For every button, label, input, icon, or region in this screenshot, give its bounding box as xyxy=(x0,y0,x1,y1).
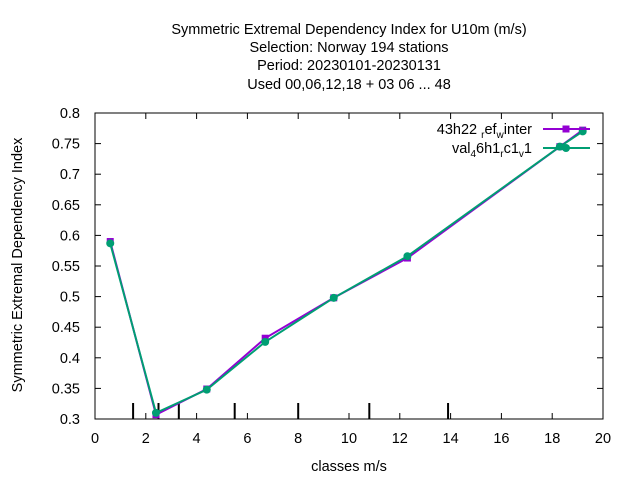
legend-marker xyxy=(562,125,570,133)
x-tick-label: 2 xyxy=(142,431,150,447)
series-lines xyxy=(106,126,587,419)
legend-label: 43h22 refwinter xyxy=(437,122,532,141)
x-tick-labels: 0 2 4 6 8 10 12 14 16 18 20 xyxy=(91,431,611,447)
axis-ticks xyxy=(94,112,604,420)
data-point xyxy=(151,408,160,417)
y-tick-label: 0.7 xyxy=(60,167,80,183)
data-point xyxy=(403,252,412,261)
y-tick-label: 0.4 xyxy=(60,351,80,367)
x-tick-label: 14 xyxy=(443,431,459,447)
x-tick-label: 6 xyxy=(243,431,251,447)
legend-entry: val46h1rc1v1 xyxy=(452,141,590,160)
data-point xyxy=(329,293,338,302)
x-tick-label: 10 xyxy=(341,431,357,447)
x-tick-label: 4 xyxy=(193,431,201,447)
title-line-1: Symmetric Extremal Dependency Index for … xyxy=(171,22,526,38)
y-tick-label: 0.45 xyxy=(52,320,80,336)
plot-frame xyxy=(94,112,604,420)
x-tick-label: 16 xyxy=(493,431,509,447)
y-tick-label: 0.8 xyxy=(60,106,80,122)
legend-entry: 43h22 refwinter xyxy=(437,122,590,141)
legend-label: val46h1rc1v1 xyxy=(452,141,532,160)
title-line-4: Used 00,06,12,18 + 03 06 ... 48 xyxy=(247,77,451,93)
x-tick-label: 0 xyxy=(91,431,99,447)
y-tick-label: 0.3 xyxy=(60,412,80,428)
class-boundary-ticks xyxy=(132,403,450,419)
x-tick-label: 12 xyxy=(392,431,408,447)
data-point xyxy=(202,385,211,394)
y-tick-label: 0.55 xyxy=(52,259,80,275)
y-tick-label: 0.5 xyxy=(60,290,80,306)
title-line-3: Period: 20230101-20230131 xyxy=(257,58,441,74)
title-line-2: Selection: Norway 194 stations xyxy=(249,40,448,56)
x-tick-label: 20 xyxy=(595,431,611,447)
series-line xyxy=(109,130,584,415)
y-tick-labels: 0.3 0.35 0.4 0.45 0.5 0.55 0.6 0.65 0.7 0.75 0.8 xyxy=(52,106,80,428)
data-point xyxy=(261,337,270,346)
y-tick-label: 0.35 xyxy=(52,381,80,397)
series-1 xyxy=(106,126,587,419)
x-tick-label: 18 xyxy=(544,431,560,447)
legend-marker xyxy=(562,144,570,152)
y-axis-label: Symmetric Extremal Dependency Index xyxy=(10,137,26,392)
x-tick-label: 8 xyxy=(294,431,302,447)
data-point xyxy=(106,239,115,248)
chart-title: Symmetric Extremal Dependency Index for … xyxy=(171,22,526,93)
y-tick-label: 0.75 xyxy=(52,137,80,153)
series-2 xyxy=(106,127,587,417)
y-tick-label: 0.6 xyxy=(60,228,80,244)
x-axis-label: classes m/s xyxy=(311,459,387,475)
series-line xyxy=(109,129,584,417)
y-tick-label: 0.65 xyxy=(52,198,80,214)
